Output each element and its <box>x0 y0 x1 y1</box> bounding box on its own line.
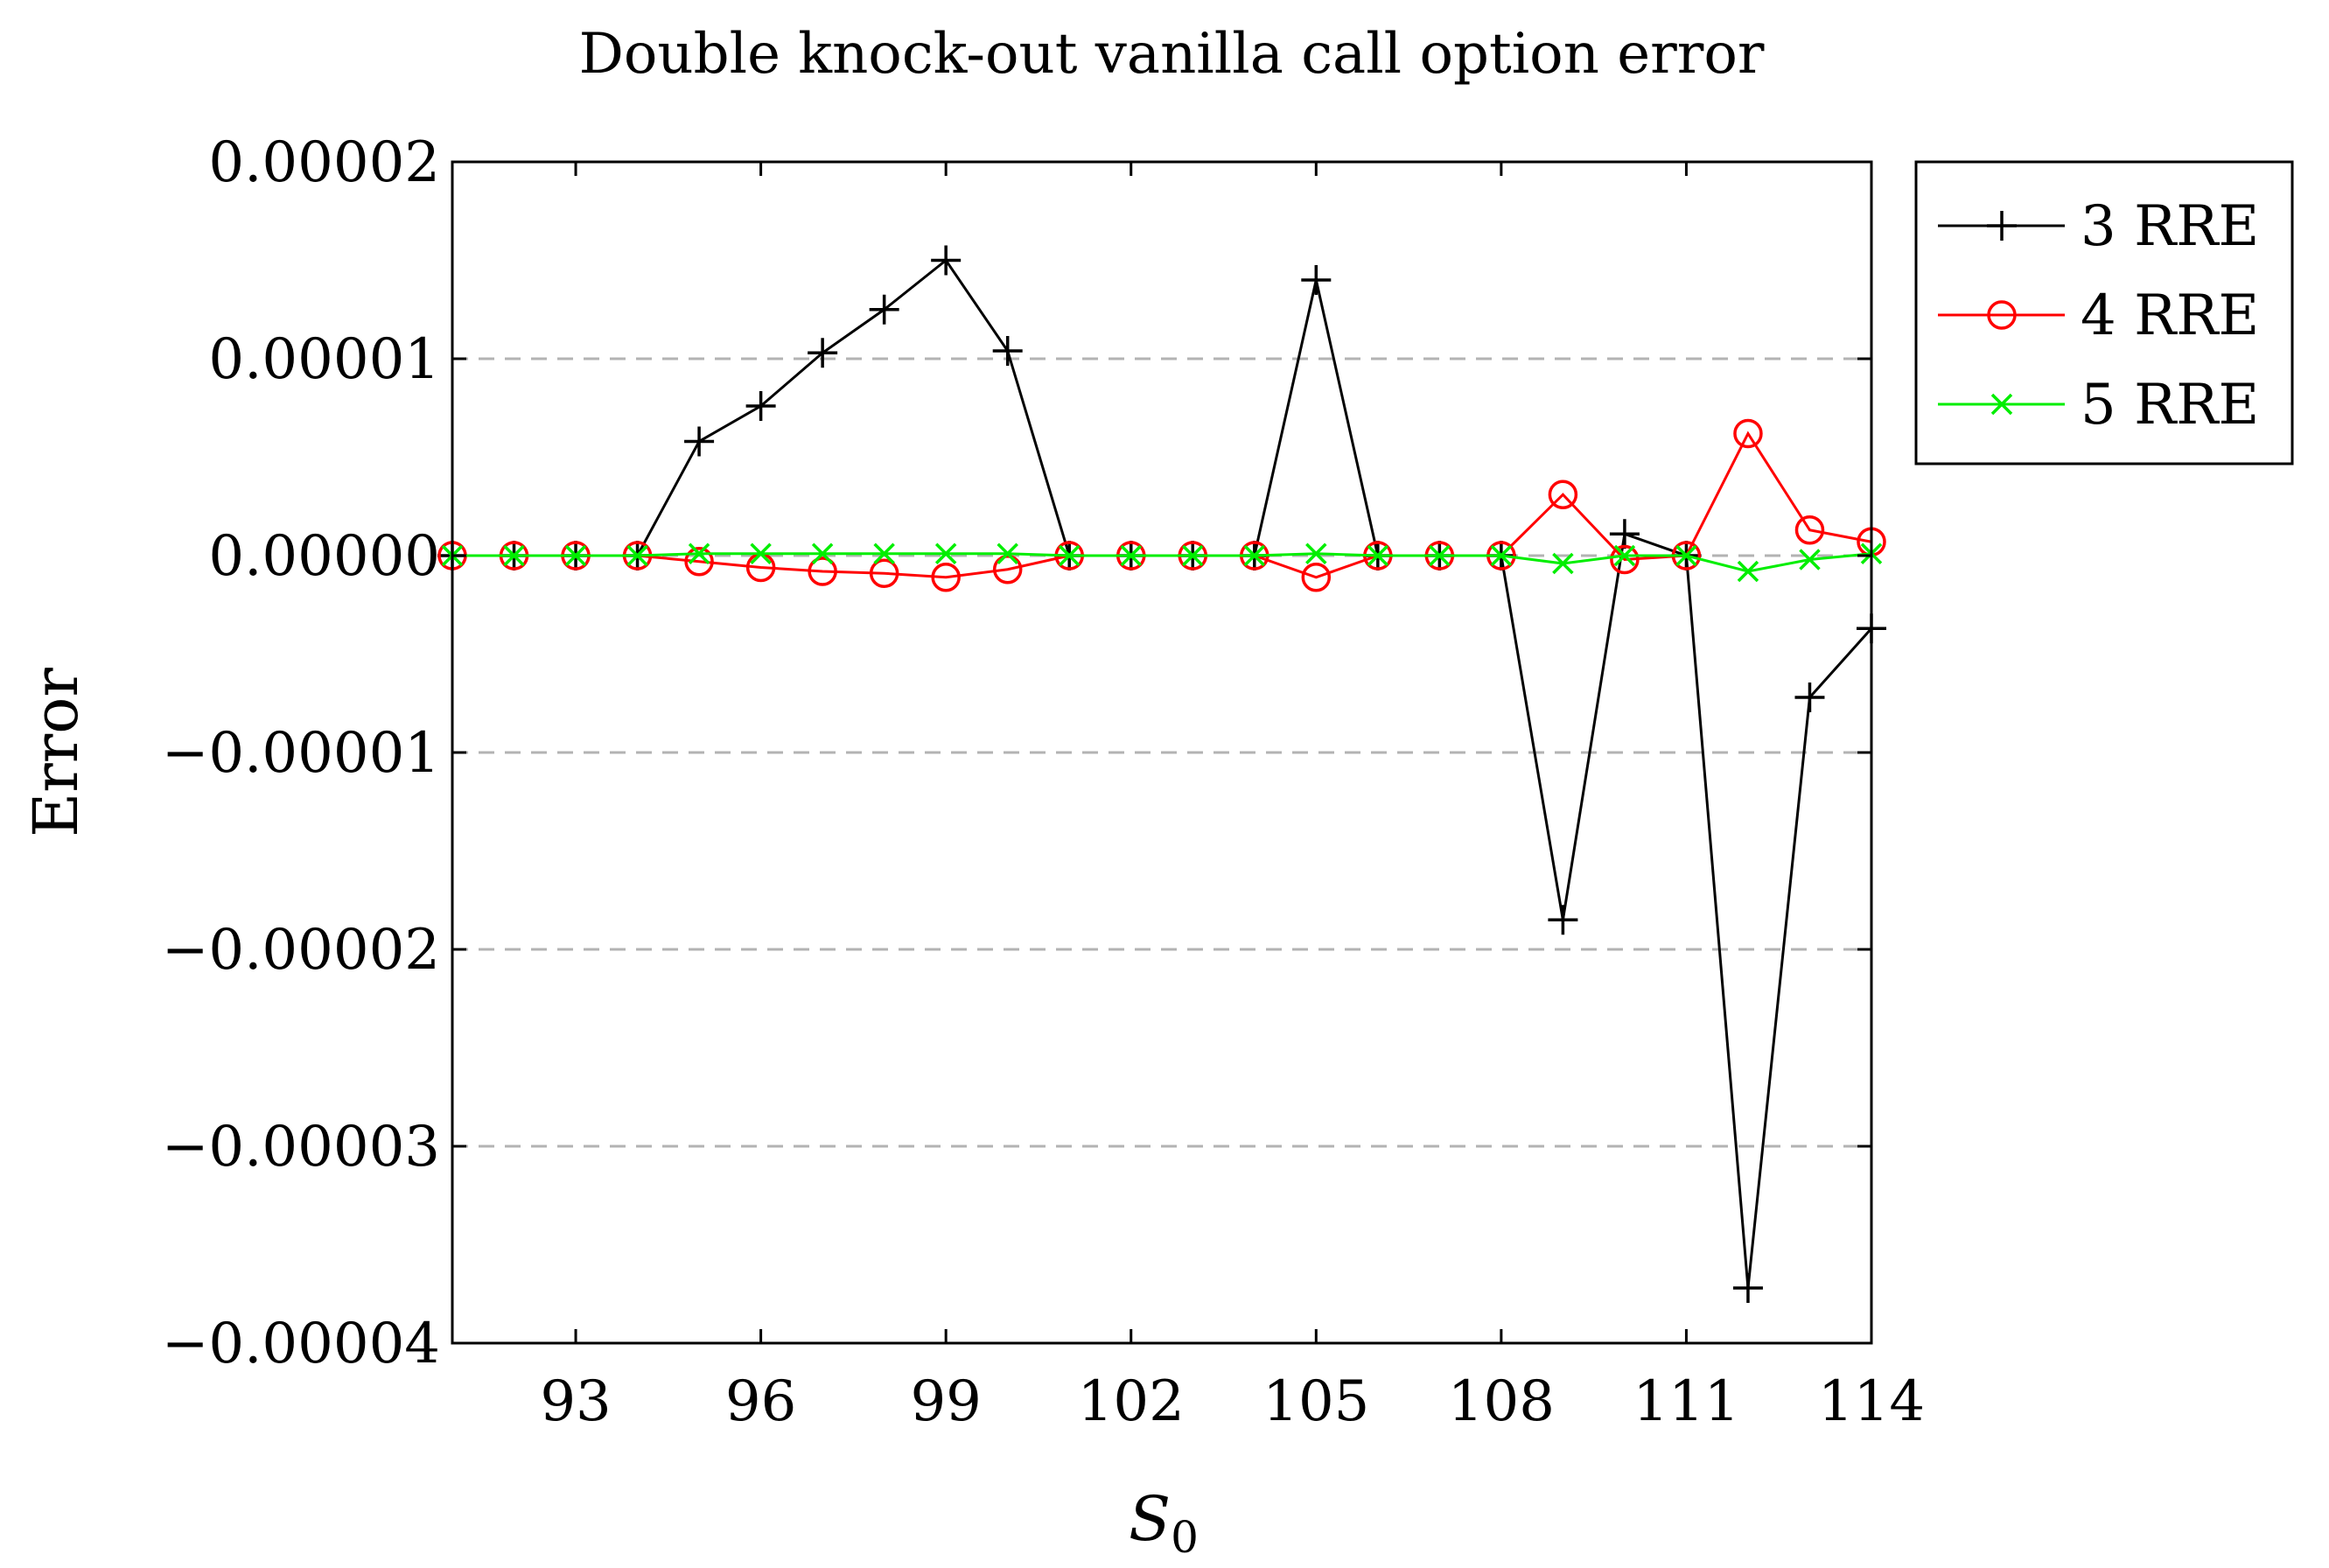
data-point <box>503 544 525 567</box>
data-point <box>1058 544 1081 567</box>
data-point <box>1301 563 1332 592</box>
x-tick-label: 111 <box>1633 1369 1739 1434</box>
x-tick-label: 96 <box>725 1369 796 1434</box>
data-point <box>869 558 899 588</box>
data-point <box>869 294 899 325</box>
data-point <box>1613 544 1636 567</box>
data-point <box>1301 265 1332 295</box>
x-tick-label: 105 <box>1262 1369 1369 1434</box>
legend-marker <box>1987 300 2017 330</box>
data-point <box>997 542 1018 564</box>
data-point <box>811 542 834 564</box>
x-tick-label: 108 <box>1448 1369 1555 1434</box>
y-tick-label: −0.00004 <box>162 1312 440 1376</box>
x-axis-label: S0 <box>1129 1483 1199 1563</box>
legend-entry: 4 RRE <box>1938 284 2259 348</box>
data-point <box>745 391 776 421</box>
chart-title: Double knock-out vanilla call option err… <box>579 22 1765 87</box>
data-point <box>1548 905 1578 935</box>
series-line <box>452 552 1872 573</box>
legend-marker <box>1990 393 2013 416</box>
data-point <box>931 245 962 276</box>
legend-frame <box>1914 160 2294 466</box>
data-point <box>1799 549 1821 570</box>
data-point <box>1243 544 1266 567</box>
data-point <box>808 338 838 368</box>
data-point <box>992 336 1023 366</box>
legend-entry: 3 RRE <box>1938 194 2259 259</box>
data-point <box>1367 544 1389 567</box>
data-point <box>1120 544 1142 567</box>
y-tick-label: 0.00002 <box>208 130 440 195</box>
data-point <box>1794 682 1825 712</box>
data-point <box>1737 560 1759 583</box>
y-tick-label: −0.00001 <box>162 721 440 786</box>
series-1 <box>437 245 1886 1303</box>
legend-items: 3 RRE 4 RRE 5 RRE <box>1938 194 2259 438</box>
data-point <box>1548 480 1578 509</box>
data-point <box>1794 515 1825 545</box>
data-point <box>873 542 895 564</box>
x-tick-label: 93 <box>540 1369 611 1434</box>
data-point <box>684 426 715 457</box>
x-tick-label: 102 <box>1078 1369 1185 1434</box>
x-axis-label-main: S <box>1129 1483 1171 1555</box>
x-tick-label: 114 <box>1818 1369 1925 1434</box>
data-point <box>1675 544 1697 567</box>
data-point <box>931 563 961 592</box>
y-tick-label: −0.00002 <box>162 918 440 983</box>
series-2 <box>437 418 1886 592</box>
data-point <box>1490 544 1513 567</box>
legend: 3 RRE 4 RRE 5 RRE <box>1914 160 2294 466</box>
data-point <box>684 547 714 577</box>
plot-series <box>437 245 1886 1303</box>
legend-entry: 5 RRE <box>1938 373 2259 438</box>
y-tick-label: −0.00003 <box>162 1115 440 1180</box>
data-point <box>1610 544 1640 575</box>
data-point <box>1609 519 1640 550</box>
data-point <box>626 544 648 567</box>
data-point <box>1305 542 1327 564</box>
series-3 <box>441 542 1883 583</box>
series-line <box>452 258 1873 1289</box>
legend-label: 4 RRE <box>2081 284 2259 348</box>
legend-marker <box>1987 211 2017 241</box>
x-axis-label-subscript: 0 <box>1171 1512 1199 1563</box>
data-point <box>1732 1273 1763 1303</box>
y-axis-label: Error <box>20 668 92 837</box>
data-point <box>1429 544 1451 567</box>
data-point <box>750 542 772 564</box>
data-point <box>1182 544 1204 567</box>
data-point <box>688 542 710 564</box>
gridlines <box>452 357 1871 1148</box>
data-point <box>934 542 957 564</box>
data-point <box>1552 552 1574 575</box>
data-point <box>1733 418 1763 449</box>
data-point <box>808 556 837 586</box>
legend-label: 3 RRE <box>2081 194 2259 259</box>
y-tick-label: 0.00001 <box>208 327 440 392</box>
x-tick-label: 99 <box>910 1369 981 1434</box>
data-point <box>564 544 587 567</box>
y-tick-label: 0.00000 <box>208 524 440 589</box>
data-point <box>992 555 1023 584</box>
axis-ticks: 0.00002 0.00001 0.00000 −0.00001 −0.00002 −0.… <box>162 130 1925 1434</box>
legend-label: 5 RRE <box>2081 373 2259 438</box>
